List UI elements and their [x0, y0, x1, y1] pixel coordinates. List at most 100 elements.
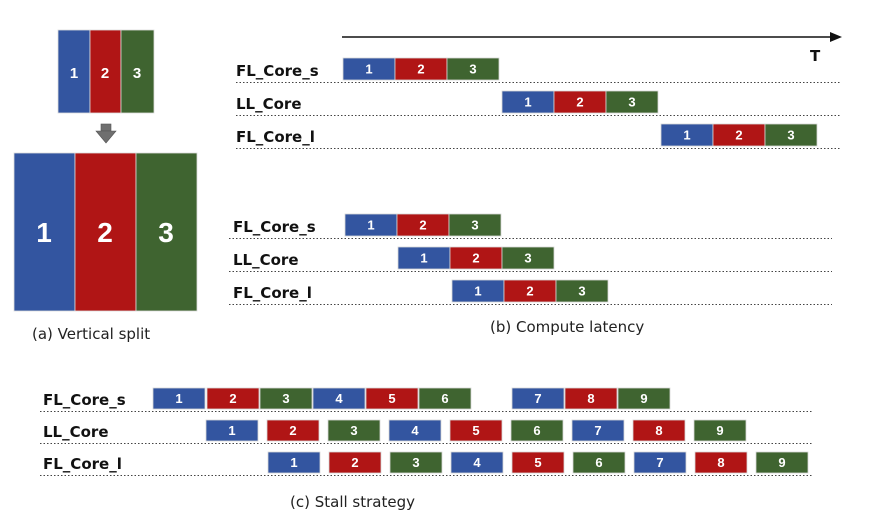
timeline-row: FL_Core_s 1 2 3 [229, 213, 832, 239]
task-block [501, 246, 555, 270]
small-split-image: 1 2 3 [57, 29, 155, 114]
task-block-label: 2 [419, 218, 426, 233]
task-block [206, 387, 260, 410]
time-axis: T [342, 32, 842, 65]
task-block-label: 8 [717, 455, 724, 470]
task-block [555, 279, 609, 303]
task-block-label: 2 [229, 391, 236, 406]
task-block [259, 387, 313, 410]
task-block-label: 1 [524, 95, 531, 110]
task-block [312, 387, 366, 410]
task-block [418, 387, 472, 410]
timeline-row: LL_Core 1 2 3 4 5 6 7 8 9 [40, 419, 812, 444]
large-block-label-2: 2 [97, 217, 113, 248]
task-block-label: 6 [595, 455, 602, 470]
core-label: FL_Core_l [43, 455, 122, 473]
task-block-label: 1 [175, 391, 182, 406]
task-block [205, 419, 259, 442]
task-block [510, 419, 564, 442]
compute-latency-timeline-2: FL_Core_s 1 2 3 LL_Core 1 2 3 FL_Core_l 1 2 3 [229, 213, 832, 305]
task-block-label: 7 [594, 423, 601, 438]
task-block [266, 419, 320, 442]
timeline-row: FL_Core_l 1 2 3 4 5 6 7 8 9 [40, 451, 812, 476]
caption-vertical-split: (a) Vertical split [32, 325, 150, 343]
core-label: FL_Core_s [233, 218, 316, 236]
core-label: LL_Core [236, 95, 302, 113]
task-block-label: 2 [289, 423, 296, 438]
task-block-label: 3 [471, 218, 478, 233]
core-label: LL_Core [233, 251, 299, 269]
task-block-label: 3 [469, 62, 476, 77]
task-block [755, 451, 809, 474]
task-block-label: 3 [350, 423, 357, 438]
task-block [694, 451, 748, 474]
task-block [267, 451, 321, 474]
large-block-label-1: 1 [36, 217, 52, 248]
task-block [152, 387, 206, 410]
task-block [511, 451, 565, 474]
task-block-label: 1 [420, 251, 427, 266]
task-block-label: 3 [524, 251, 531, 266]
task-block [572, 451, 626, 474]
task-block-label: 4 [411, 423, 419, 438]
task-block [764, 123, 818, 147]
task-block [389, 451, 443, 474]
large-split-image: 1 2 3 [13, 152, 198, 312]
task-block-label: 3 [282, 391, 289, 406]
timeline-row: LL_Core 1 2 3 [236, 90, 840, 116]
large-block-3 [135, 152, 198, 312]
core-label: FL_Core_l [233, 284, 312, 302]
small-block-3 [120, 29, 155, 114]
task-block-label: 7 [656, 455, 663, 470]
small-block-label-1: 1 [70, 65, 78, 82]
small-block-label-2: 2 [101, 65, 109, 82]
task-block [448, 213, 502, 237]
task-block-label: 8 [587, 391, 594, 406]
task-block-label: 4 [473, 455, 481, 470]
task-block [328, 451, 382, 474]
large-block-1 [13, 152, 76, 312]
task-block [605, 90, 659, 114]
task-block-label: 9 [640, 391, 647, 406]
compute-latency-timeline-1: FL_Core_s 1 2 3 LL_Core 1 2 3 FL_Core_l 1 2 3 [236, 57, 840, 149]
time-axis-label: T [810, 47, 821, 65]
task-block-label: 2 [417, 62, 424, 77]
timeline-row: LL_Core 1 2 3 [229, 246, 832, 272]
task-block-label: 6 [533, 423, 540, 438]
task-block-label: 2 [526, 284, 533, 299]
core-label: FL_Core_l [236, 128, 315, 146]
task-block-label: 5 [472, 423, 479, 438]
task-block [365, 387, 419, 410]
timeline-row: FL_Core_s 1 2 3 4 5 6 7 8 9 [40, 387, 812, 412]
caption-compute-latency: (b) Compute latency [490, 318, 644, 336]
task-block-label: 7 [534, 391, 541, 406]
task-block [511, 387, 565, 410]
timeline-row: FL_Core_l 1 2 3 [229, 279, 832, 305]
task-block-label: 1 [290, 455, 297, 470]
timeline-row: FL_Core_l 1 2 3 [236, 123, 840, 149]
task-block [388, 419, 442, 442]
small-block-1 [57, 29, 91, 114]
task-block [327, 419, 381, 442]
task-block [617, 387, 671, 410]
task-block [633, 451, 687, 474]
task-block-label: 8 [655, 423, 662, 438]
task-block-label: 1 [365, 62, 372, 77]
task-block-label: 2 [472, 251, 479, 266]
large-block-label-3: 3 [158, 217, 174, 248]
task-block-label: 1 [228, 423, 235, 438]
small-block-label-3: 3 [133, 65, 141, 82]
task-block [450, 451, 504, 474]
task-block-label: 3 [578, 284, 585, 299]
core-label: FL_Core_s [43, 391, 126, 409]
task-block-label: 4 [335, 391, 343, 406]
task-block-label: 2 [351, 455, 358, 470]
caption-stall-strategy: (c) Stall strategy [290, 493, 415, 511]
task-block-label: 2 [576, 95, 583, 110]
task-block [564, 387, 618, 410]
down-arrow-icon [95, 123, 117, 144]
task-block-label: 2 [735, 128, 742, 143]
large-block-2 [74, 152, 137, 312]
core-label: FL_Core_s [236, 62, 319, 80]
